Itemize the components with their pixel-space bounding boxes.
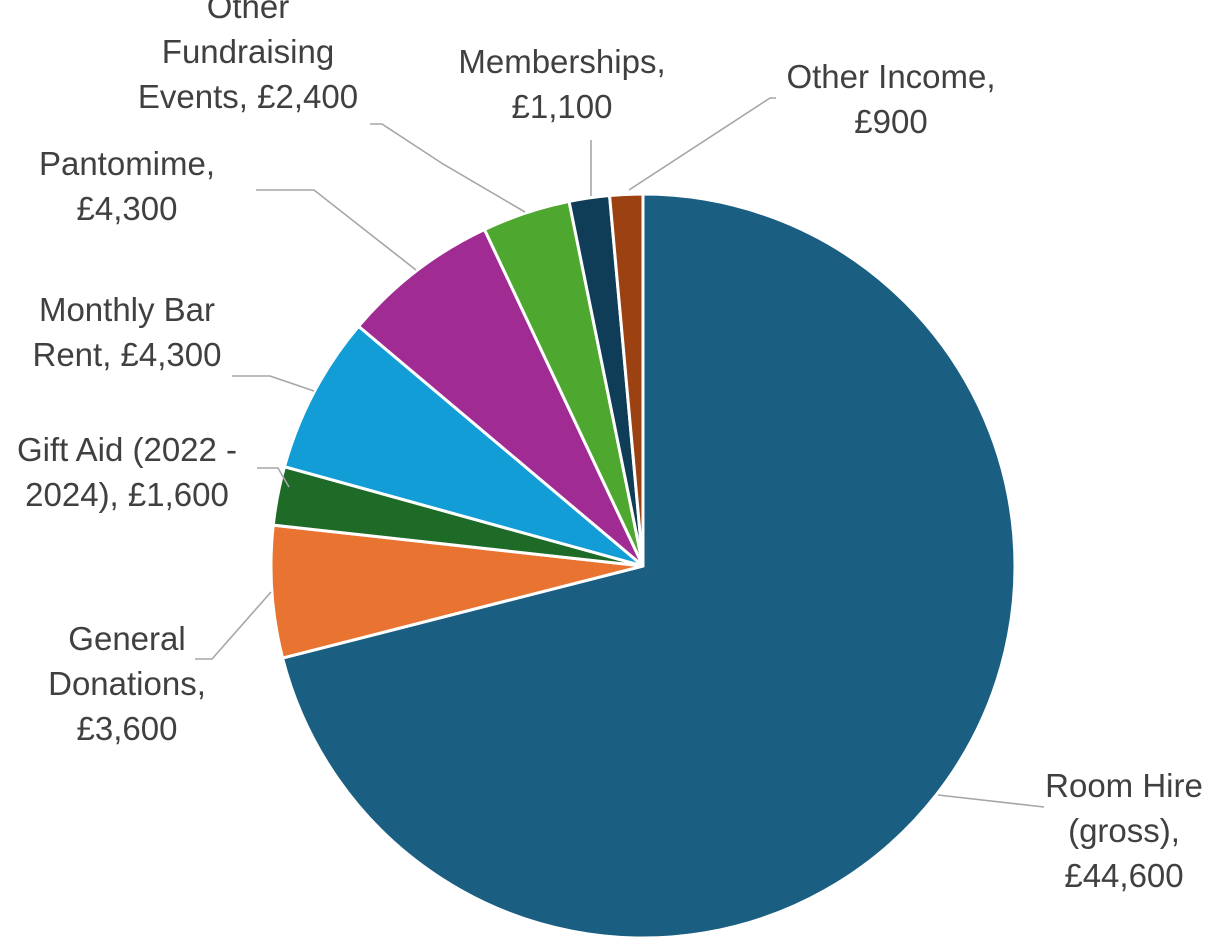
data-label: Memberships, £1,100 bbox=[458, 43, 665, 125]
data-label-line: (gross), bbox=[1068, 812, 1180, 849]
pie-slices bbox=[269, 192, 1017, 939]
leader-line bbox=[232, 375, 315, 392]
data-label-line: General bbox=[68, 620, 185, 657]
data-label-line: £44,600 bbox=[1064, 857, 1183, 894]
data-label-line: Donations, bbox=[48, 665, 206, 702]
pie-slice bbox=[269, 523, 644, 660]
pie-slice bbox=[282, 324, 644, 568]
data-label-line: £4,300 bbox=[77, 190, 178, 227]
leader-line bbox=[256, 189, 417, 271]
data-label-line: Pantomime, bbox=[39, 145, 215, 182]
data-label-line: Gift Aid (2022 - bbox=[17, 431, 237, 468]
data-label: Room Hire (gross), £44,600 bbox=[1045, 767, 1203, 894]
data-label: Gift Aid (2022 - 2024), £1,600 bbox=[17, 431, 237, 513]
leader-line bbox=[195, 591, 272, 660]
data-label-line: Memberships, bbox=[458, 43, 665, 80]
data-label-line: £900 bbox=[854, 103, 927, 140]
data-label-line: £3,600 bbox=[77, 710, 178, 747]
data-label: Other Income, £900 bbox=[786, 58, 995, 140]
pie-slice bbox=[356, 227, 645, 568]
leader-line bbox=[628, 97, 776, 191]
data-label-line: 2024), £1,600 bbox=[25, 476, 229, 513]
leader-line bbox=[937, 794, 1045, 808]
data-label: Pantomime, £4,300 bbox=[39, 145, 215, 227]
data-labels: Room Hire (gross), £44,600 General Donations… bbox=[17, 0, 1203, 894]
data-label: Other Fundraising Events, £2,400 bbox=[138, 0, 358, 115]
data-label: Monthly Bar Rent, £4,300 bbox=[33, 291, 222, 373]
leader-lines bbox=[195, 97, 1045, 808]
data-label-line: £1,100 bbox=[512, 88, 613, 125]
leader-line bbox=[370, 123, 526, 213]
pie-slice bbox=[607, 192, 645, 567]
data-label: General Donations, £3,600 bbox=[48, 620, 206, 747]
data-label-line: Fundraising bbox=[162, 33, 334, 70]
data-label-line: Monthly Bar bbox=[39, 291, 215, 328]
leader-line bbox=[257, 467, 290, 488]
data-label-line: Rent, £4,300 bbox=[33, 336, 222, 373]
data-label-line: Other bbox=[207, 0, 290, 25]
pie-slice bbox=[280, 192, 1017, 939]
data-label-line: Events, £2,400 bbox=[138, 78, 358, 115]
data-label-line: Room Hire bbox=[1045, 767, 1203, 804]
data-label-line: Other Income, bbox=[786, 58, 995, 95]
